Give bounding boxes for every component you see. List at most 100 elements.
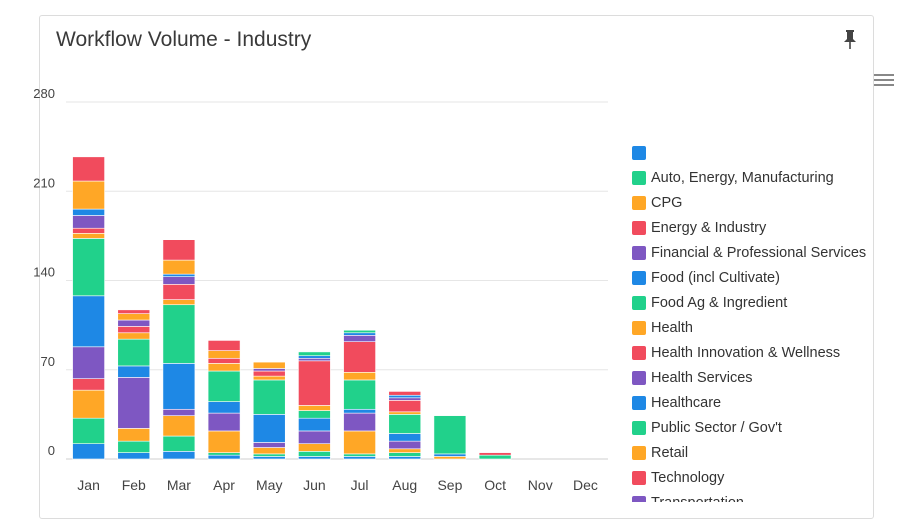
hamburger-menu-icon[interactable]: [874, 72, 894, 88]
bar-segment: [252, 456, 286, 460]
legend-swatch: [632, 270, 646, 285]
bar-segment: [207, 357, 241, 364]
bar-segment: [388, 414, 422, 434]
bar-segment: [343, 332, 376, 336]
bar-segment: [207, 340, 241, 351]
x-tick-label: Apr: [213, 477, 235, 493]
legend-swatch: [632, 195, 646, 210]
legend-swatch: [632, 420, 646, 435]
legend-swatch: [632, 395, 646, 410]
legend-item[interactable]: Health Services: [632, 365, 892, 390]
bar-segment: [252, 368, 286, 372]
bar-segment: [72, 238, 105, 297]
bar-segment: [207, 363, 241, 372]
bar-segment: [388, 397, 422, 401]
legend-label: Technology: [651, 469, 725, 486]
chart-title: Workflow Volume - Industry: [56, 28, 312, 51]
y-tick-label: 70: [41, 354, 55, 369]
bar-segment: [388, 440, 422, 450]
bar-segment: [162, 276, 196, 285]
bar-segment: [162, 363, 196, 410]
legend-label: Food (incl Cultivate): [651, 269, 780, 286]
bar-segment: [72, 443, 105, 460]
legend-item[interactable]: Auto, Energy, Manufacturing: [632, 165, 892, 190]
legend-swatch: [632, 345, 646, 360]
legend-label: Auto, Energy, Manufacturing: [651, 169, 834, 186]
bar-segment: [72, 378, 105, 391]
bar-segment: [343, 379, 376, 410]
bar-segment: [72, 227, 105, 234]
bar-segment: [72, 215, 105, 229]
legend-item[interactable]: CPG: [632, 190, 892, 215]
bar-segment: [298, 351, 331, 357]
bar-segment: [298, 443, 331, 452]
bar-segment: [162, 451, 196, 460]
bar-segment: [117, 326, 151, 334]
legend-label: CPG: [651, 194, 683, 211]
legend-swatch: [632, 145, 646, 160]
bar-segment: [433, 415, 467, 455]
legend-item[interactable]: Food (incl Cultivate): [632, 265, 892, 290]
bar-segment: [117, 319, 151, 327]
bar-segment: [343, 341, 376, 373]
legend-label: Healthcare: [651, 394, 722, 411]
bar-segment: [343, 456, 376, 460]
legend-swatch: [632, 320, 646, 335]
legend-item[interactable]: Technology: [632, 465, 892, 490]
bar-segment: [298, 451, 331, 457]
bar-segment: [298, 355, 331, 359]
bar-segment: [252, 379, 286, 415]
bar-segment: [343, 335, 376, 343]
bar-segment: [343, 412, 376, 432]
legend-label: Retail: [651, 444, 689, 461]
bar-segment: [298, 430, 331, 445]
bar-segment: [388, 433, 422, 442]
bar-segment: [252, 442, 286, 448]
legend-label: Health Innovation & Wellness: [651, 344, 841, 361]
pin-icon[interactable]: [843, 30, 857, 50]
x-tick-label: Feb: [122, 477, 146, 493]
bar-segment: [433, 456, 467, 460]
legend-item[interactable]: Retail: [632, 440, 892, 465]
bar-segment: [72, 233, 105, 239]
legend-item[interactable]: Financial & Professional Services: [632, 240, 892, 265]
legend-item[interactable]: Transportation: [632, 490, 892, 502]
x-tick-label: Oct: [484, 477, 506, 493]
bar-segment: [162, 259, 196, 275]
x-tick-label: Aug: [392, 477, 417, 493]
legend-item[interactable]: Food Ag & Ingredient: [632, 290, 892, 315]
y-tick-label: 140: [33, 265, 55, 280]
bar-segment: [343, 430, 376, 455]
bar-segment: [207, 370, 241, 402]
bar-segment: [252, 361, 286, 369]
legend-label: Energy & Industry: [651, 219, 767, 236]
x-tick-label: Jun: [303, 477, 326, 493]
bar-segment: [298, 360, 331, 406]
legend-item[interactable]: [632, 140, 892, 165]
legend-item[interactable]: Health: [632, 315, 892, 340]
bar-segment: [252, 447, 286, 455]
bar-segment: [388, 452, 422, 457]
bar-segment: [117, 332, 151, 340]
legend-label: Health Services: [651, 369, 753, 386]
y-tick-label: 0: [48, 443, 55, 458]
bar-segment: [72, 180, 105, 210]
legend-swatch: [632, 295, 646, 310]
legend-swatch: [632, 445, 646, 460]
legend-item[interactable]: Public Sector / Gov't: [632, 415, 892, 440]
chart-legend: Auto, Energy, Manufacturing CPG Energy & I…: [632, 140, 892, 502]
legend-item[interactable]: Energy & Industry: [632, 215, 892, 240]
bar-segment: [207, 452, 241, 456]
bar-segment: [388, 400, 422, 413]
legend-item[interactable]: Healthcare: [632, 390, 892, 415]
x-tick-label: Nov: [528, 477, 553, 493]
bar-segment: [388, 456, 422, 460]
bar-segment: [478, 452, 512, 456]
x-tick-label: Mar: [167, 477, 191, 493]
legend-item[interactable]: Health Innovation & Wellness: [632, 340, 892, 365]
bar-segment: [117, 313, 151, 321]
legend-label: Public Sector / Gov't: [651, 419, 782, 436]
bar-segment: [298, 456, 331, 460]
legend-label: Health: [651, 319, 693, 336]
